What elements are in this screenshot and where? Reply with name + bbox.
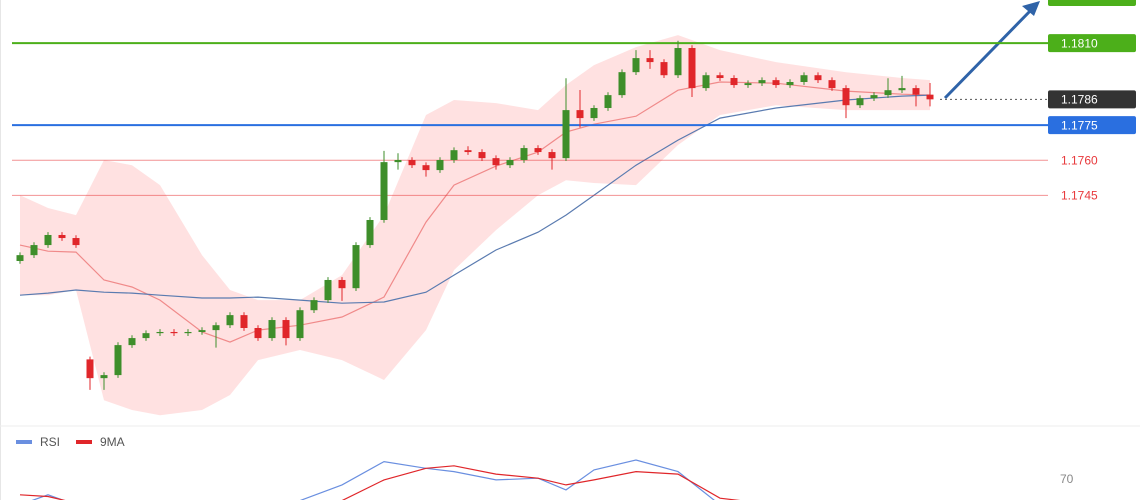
- candle-body: [688, 48, 696, 89]
- candle-body: [198, 330, 206, 332]
- rsi-line: [19, 465, 741, 500]
- candle-body: [674, 48, 682, 76]
- candle-body: [632, 58, 640, 73]
- trend-arrow: [943, 5, 1036, 100]
- candle-body: [366, 219, 374, 246]
- level-label-box: [1048, 90, 1136, 109]
- candle-body: [464, 150, 472, 153]
- candle-body: [730, 78, 738, 86]
- candle-body: [226, 315, 234, 326]
- candle-body: [716, 75, 724, 79]
- candle-body: [758, 80, 766, 84]
- candle-body: [786, 82, 794, 86]
- level-label: 1.1810: [1061, 36, 1098, 50]
- candle-body: [618, 72, 626, 96]
- candle-body: [338, 279, 346, 289]
- candle-body: [828, 80, 836, 89]
- candle-body: [814, 75, 822, 81]
- candle-body: [100, 375, 108, 379]
- candle-body: [590, 108, 598, 119]
- candle-body: [114, 345, 122, 376]
- candle-body: [800, 75, 808, 83]
- level-label: 1.1745: [1061, 189, 1098, 203]
- candle-body: [268, 320, 276, 339]
- candle-body: [534, 148, 542, 153]
- legend-label: RSI: [40, 435, 60, 449]
- candle-body: [30, 245, 38, 256]
- candle-body: [324, 279, 332, 301]
- candle-body: [58, 234, 66, 239]
- candle-body: [912, 88, 920, 95]
- candle-body: [296, 310, 304, 339]
- candle-body: [352, 245, 360, 289]
- legend-label: 9MA: [100, 435, 125, 449]
- candle-body: [142, 333, 150, 339]
- level-label: 1.1786: [1061, 93, 1098, 107]
- candle-body: [702, 75, 710, 89]
- candle-body: [548, 152, 556, 159]
- candle-body: [380, 162, 388, 220]
- candle-body: [212, 325, 220, 331]
- candle-body: [184, 331, 192, 334]
- trend-arrow-head: [1022, 1, 1040, 16]
- candle-body: [842, 88, 850, 106]
- candle-body: [128, 338, 136, 346]
- candle-body: [884, 90, 892, 96]
- candle-body: [254, 328, 262, 339]
- candle-body: [310, 300, 318, 311]
- candle-body: [478, 152, 486, 159]
- candle-body: [660, 62, 668, 76]
- candle-body: [926, 94, 934, 100]
- ma-line: [19, 94, 931, 304]
- candle-body: [170, 331, 178, 334]
- candle-body: [156, 331, 164, 334]
- candle-body: [562, 110, 570, 159]
- candle-body: [856, 98, 864, 106]
- legend-swatch: [16, 440, 32, 444]
- legend-swatch: [76, 440, 92, 444]
- candle-body: [576, 110, 584, 119]
- candle-body: [506, 160, 514, 166]
- middle-line: [19, 81, 931, 343]
- level-label-box: [1048, 116, 1136, 135]
- candle-body: [394, 160, 402, 163]
- candle-body: [72, 238, 80, 246]
- candle-body: [422, 165, 430, 171]
- y-tick-label: 70: [1060, 472, 1074, 486]
- top-level-box: [1048, 0, 1136, 6]
- candle-body: [772, 80, 780, 86]
- candle-body: [646, 58, 654, 63]
- level-label: 1.1760: [1061, 153, 1098, 167]
- level-label-box: [1048, 34, 1136, 53]
- candle-body: [898, 88, 906, 91]
- candle-body: [436, 160, 444, 171]
- candle-body: [240, 315, 248, 329]
- candle-body: [870, 95, 878, 99]
- candle-body: [492, 158, 500, 166]
- candle-body: [520, 148, 528, 161]
- candle-body: [450, 150, 458, 161]
- plot: 1.1810 1.1786 1.1775 1.1760 1.1745 70 RSI 9MA: [12, 34, 1136, 500]
- candle-body: [282, 320, 290, 339]
- candle-body: [744, 83, 752, 86]
- candle-body: [44, 234, 52, 246]
- candle-body: [86, 359, 94, 379]
- candle-body: [16, 255, 24, 261]
- candle-body: [604, 95, 612, 109]
- candle-body: [408, 160, 416, 166]
- level-label: 1.1775: [1061, 118, 1098, 132]
